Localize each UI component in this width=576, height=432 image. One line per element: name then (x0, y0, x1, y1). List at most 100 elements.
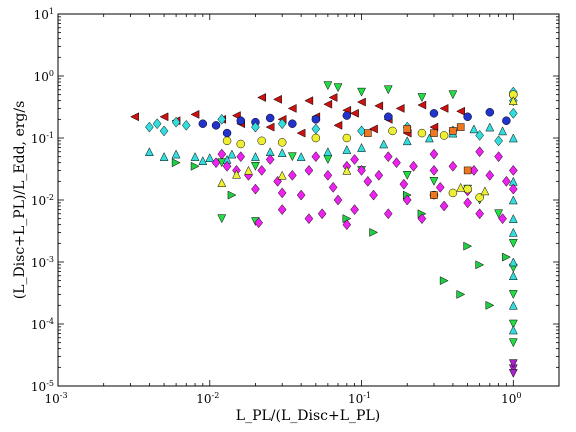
data-point-6-42 (429, 148, 439, 160)
data-point-6-44 (494, 151, 503, 163)
data-point-5-5 (227, 149, 237, 159)
data-point-7-9 (463, 184, 472, 194)
data-point-6-48 (399, 178, 409, 190)
data-point-1-9 (384, 112, 393, 122)
x-tick-label: 10-3 (44, 391, 67, 406)
data-point-6-20 (296, 189, 306, 201)
data-point-6-40 (350, 154, 359, 165)
data-point-7-2 (257, 136, 266, 146)
data-point-6-21 (333, 194, 343, 206)
data-point-0-3 (190, 110, 200, 119)
data-point-1-6 (288, 119, 297, 128)
data-point-0-10 (323, 99, 333, 109)
data-point-4-5 (217, 113, 227, 125)
data-point-1-11 (463, 112, 472, 122)
data-point-1-3 (236, 116, 246, 125)
data-point-8-4 (342, 165, 352, 175)
data-point-7-0 (222, 136, 232, 146)
data-point-7-1 (236, 139, 246, 149)
data-point-4-0 (145, 121, 154, 133)
data-point-5-16 (469, 124, 479, 134)
data-point-9-5 (430, 191, 438, 199)
data-point-6-7 (304, 165, 314, 176)
data-point-0-0 (130, 112, 139, 122)
data-point-5-19 (198, 156, 208, 165)
data-point-5-30 (508, 325, 518, 335)
data-point-9-6 (463, 166, 472, 175)
data-point-5-9 (323, 147, 333, 157)
y-tick-label: 100 (34, 69, 54, 84)
y-axis-label: (L_Disc+L_PL)/L_Edd, erg/s (12, 101, 28, 300)
data-point-5-12 (379, 139, 389, 149)
data-point-6-10 (357, 165, 366, 176)
data-point-1-1 (211, 121, 221, 130)
data-point-1-8 (342, 111, 352, 120)
data-point-0-29 (328, 93, 338, 102)
data-point-0-13 (374, 101, 384, 111)
data-point-3-1 (190, 161, 200, 171)
data-point-0-19 (296, 128, 306, 138)
data-point-0-25 (350, 108, 359, 118)
data-point-5-17 (485, 122, 495, 132)
data-point-2-9 (323, 155, 333, 165)
data-point-0-9 (304, 96, 314, 106)
data-point-8-2 (244, 165, 253, 175)
data-point-1-12 (485, 108, 495, 117)
x-axis-label: L_PL/(L_Disc+L_PL) (236, 408, 380, 424)
data-point-7-12 (475, 193, 484, 202)
data-point-5-25 (508, 214, 518, 223)
data-point-4-9 (357, 125, 366, 137)
data-point-1-5 (265, 113, 275, 123)
data-point-0-21 (369, 124, 378, 134)
data-point-9-1 (403, 125, 411, 133)
data-point-5-4 (205, 153, 215, 163)
data-point-1-13 (502, 116, 511, 125)
data-point-6-12 (392, 157, 401, 169)
data-point-2-12 (429, 177, 439, 186)
y-tick-label: 10-2 (31, 193, 54, 208)
data-markers (130, 81, 518, 378)
data-point-3-7 (485, 300, 495, 310)
data-point-0-7 (273, 94, 282, 104)
data-point-2-1 (333, 83, 343, 93)
data-point-7-3 (277, 138, 287, 147)
data-point-0-6 (257, 93, 266, 102)
data-point-4-3 (171, 116, 181, 128)
data-point-6-45 (277, 187, 287, 199)
data-point-5-3 (190, 152, 200, 161)
data-point-6-26 (498, 213, 507, 225)
data-point-6-36 (217, 148, 227, 160)
data-point-7-4 (311, 133, 321, 143)
data-point-6-23 (402, 194, 412, 206)
data-point-2-3 (383, 85, 393, 95)
data-point-3-3 (463, 241, 473, 251)
data-point-5-24 (508, 195, 518, 205)
data-point-6-35 (463, 197, 472, 209)
data-point-6-30 (304, 213, 314, 225)
data-point-4-8 (311, 123, 321, 135)
data-point-1-7 (311, 115, 321, 124)
data-point-6-29 (317, 208, 327, 220)
data-point-0-15 (417, 100, 427, 110)
data-point-2-15 (494, 209, 504, 219)
y-tick-label: 101 (34, 7, 54, 22)
data-point-0-8 (287, 104, 297, 113)
data-point-3-4 (475, 260, 485, 270)
y-tick-label: 10-4 (31, 317, 54, 332)
data-point-5-26 (508, 227, 518, 237)
data-point-7-8 (439, 131, 449, 140)
data-point-6-24 (439, 200, 449, 212)
data-point-6-31 (342, 219, 352, 231)
data-point-9-3 (449, 127, 457, 135)
data-point-6-41 (383, 151, 393, 163)
data-point-6-14 (429, 165, 439, 176)
data-point-5-8 (296, 152, 306, 161)
data-point-4-2 (159, 125, 169, 137)
data-point-3-0 (171, 158, 181, 168)
data-point-6-15 (448, 160, 458, 172)
data-point-6-1 (222, 160, 232, 172)
data-point-2-5 (448, 90, 458, 100)
data-point-6-18 (502, 175, 511, 187)
data-point-4-1 (152, 118, 162, 130)
data-point-2-21 (508, 319, 518, 329)
